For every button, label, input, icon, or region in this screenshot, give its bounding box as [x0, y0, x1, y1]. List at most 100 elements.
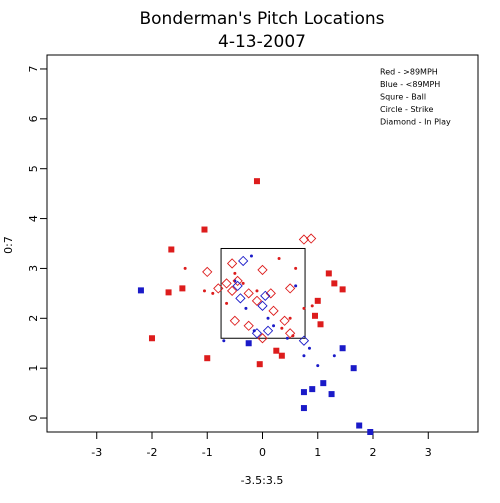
ball-marker: [314, 297, 321, 304]
strike-marker: [310, 304, 314, 308]
legend-entry: Blue - <89MPH: [380, 80, 440, 89]
in-play-marker: [232, 275, 243, 287]
in-play-marker: [257, 300, 268, 311]
y-tick-label: 6: [27, 115, 40, 122]
legend-entry: Circle - Strike: [380, 105, 434, 114]
ball-marker: [300, 405, 307, 412]
ball-marker: [300, 389, 307, 396]
y-tick-label: 7: [27, 65, 40, 72]
in-play-marker: [305, 233, 317, 244]
in-play-marker: [251, 295, 263, 306]
x-axis-label: -3.5:3.5: [241, 474, 284, 487]
ball-marker: [309, 386, 316, 393]
in-play-marker: [279, 315, 290, 326]
x-tick-label: 3: [425, 446, 432, 459]
ball-marker: [137, 287, 144, 294]
ball-marker: [273, 347, 280, 354]
in-play-marker: [226, 285, 238, 297]
in-play-marker: [284, 328, 296, 339]
strike-marker: [272, 324, 276, 328]
y-tick-label: 0: [27, 415, 40, 422]
in-play-marker: [243, 288, 254, 299]
x-tick-label: 0: [259, 446, 266, 459]
strike-marker: [222, 339, 226, 343]
ball-marker: [328, 391, 335, 398]
ball-marker: [245, 340, 252, 347]
strike-marker: [288, 316, 292, 320]
strike-zone: [220, 247, 306, 339]
in-play-marker: [243, 320, 254, 331]
strike-marker: [249, 254, 253, 258]
ball-marker: [148, 335, 155, 342]
in-play-marker: [262, 325, 274, 336]
y-tick-label: 1: [27, 365, 40, 372]
in-play-marker: [229, 315, 241, 326]
ball-marker: [367, 429, 374, 435]
strike-marker: [225, 301, 229, 305]
in-play-marker: [257, 264, 268, 276]
ball-marker: [339, 345, 346, 352]
y-tick-label: 4: [27, 215, 40, 222]
in-play-marker: [232, 280, 243, 292]
x-tick-label: -2: [147, 446, 158, 459]
ball-marker: [350, 365, 357, 372]
strike-marker: [202, 289, 206, 293]
ball-marker: [325, 270, 332, 277]
y-tick-label: 2: [27, 315, 40, 322]
strike-marker: [307, 346, 311, 350]
ball-marker: [331, 280, 338, 287]
strike-marker: [277, 256, 281, 260]
ball-marker: [165, 289, 172, 296]
strike-marker: [252, 329, 256, 333]
x-tick-label: 1: [314, 446, 321, 459]
strike-marker: [233, 271, 237, 275]
strike-marker: [294, 284, 298, 288]
ball-marker: [317, 321, 324, 328]
legend-entry: Squre - Ball: [380, 93, 426, 102]
strike-marker: [285, 336, 289, 340]
in-play-marker: [257, 333, 268, 344]
legend-entry: Diamond - In Play: [380, 118, 451, 127]
legend-entry: Red - >89MPH: [380, 68, 438, 77]
ball-marker: [278, 352, 285, 359]
in-play-marker: [221, 278, 232, 289]
ball-marker: [204, 355, 211, 362]
strike-marker: [280, 326, 284, 330]
ball-marker: [256, 361, 263, 368]
ball-marker: [311, 312, 318, 319]
in-play-marker: [213, 283, 224, 294]
ball-marker: [168, 246, 175, 253]
strike-marker: [244, 306, 248, 310]
strike-marker: [291, 334, 295, 338]
strike-marker: [316, 364, 320, 368]
in-play-marker: [226, 258, 238, 269]
ball-marker: [339, 286, 346, 293]
chart-title: Bonderman's Pitch Locations: [139, 9, 384, 29]
strike-marker: [332, 354, 336, 358]
ball-marker: [201, 226, 208, 233]
in-play-marker: [260, 290, 271, 301]
in-play-marker: [298, 335, 310, 346]
in-play-marker: [251, 328, 263, 339]
ball-marker: [320, 380, 327, 387]
in-play-marker: [265, 288, 276, 299]
ball-marker: [356, 422, 363, 429]
in-play-marker: [235, 293, 246, 304]
y-tick-label: 3: [27, 265, 40, 272]
strike-marker: [302, 306, 306, 310]
x-tick-label: -1: [202, 446, 213, 459]
strike-marker: [302, 354, 306, 358]
strike-marker: [294, 266, 298, 270]
in-play-marker: [202, 266, 213, 278]
x-tick-label: 2: [370, 446, 377, 459]
y-tick-label: 5: [27, 165, 40, 172]
strike-marker: [266, 316, 270, 320]
in-play-marker: [284, 283, 296, 294]
strike-marker: [241, 281, 245, 285]
in-play-marker: [268, 305, 279, 316]
x-tick-label: -3: [91, 446, 102, 459]
strike-marker: [183, 266, 187, 270]
in-play-marker: [238, 255, 249, 267]
ball-marker: [179, 285, 186, 292]
